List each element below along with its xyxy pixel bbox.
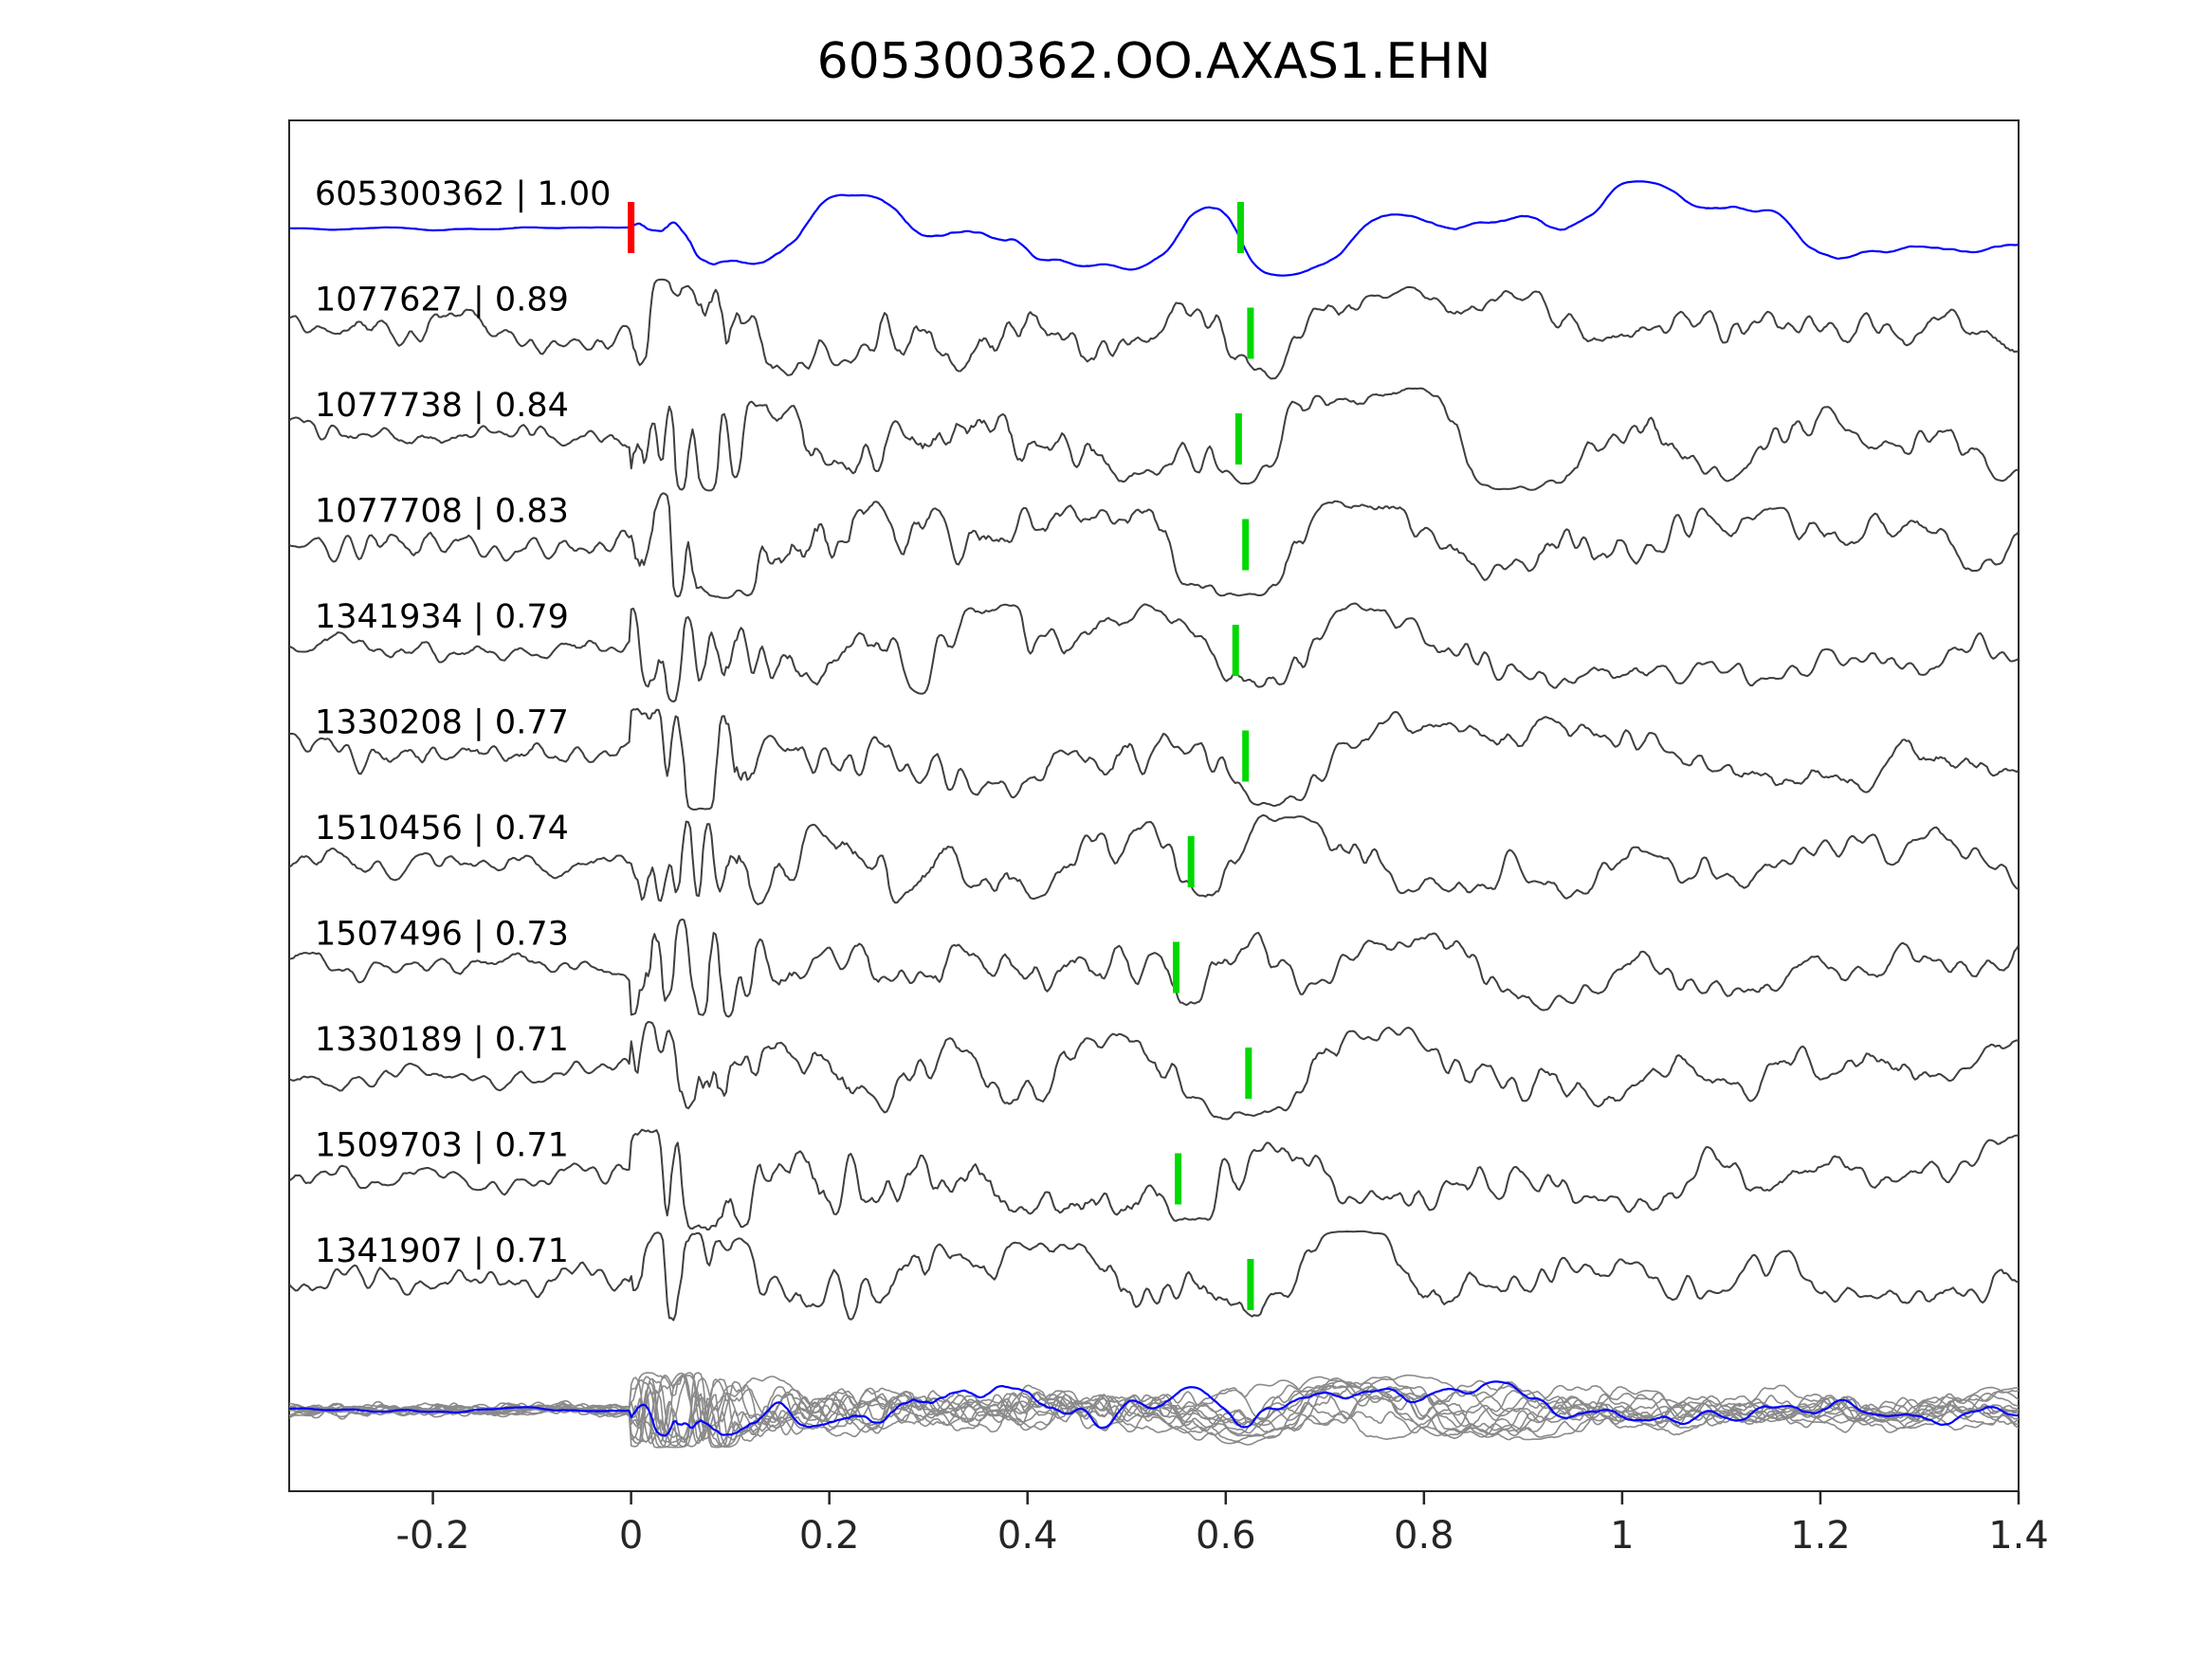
x-tick-label: 1.2 bbox=[1790, 1514, 1851, 1558]
pick-marker-green bbox=[1245, 1048, 1252, 1099]
waveform-trace-1077738 bbox=[289, 387, 2019, 492]
x-tick-label: 0 bbox=[619, 1514, 643, 1558]
pick-marker-green bbox=[1187, 836, 1195, 887]
trace-label: 1330189 | 0.71 bbox=[315, 1021, 569, 1059]
plot-border bbox=[288, 119, 2020, 1492]
x-tick-label: 0.8 bbox=[1394, 1514, 1454, 1558]
pick-marker-green bbox=[1234, 413, 1242, 465]
pick-marker-green bbox=[1173, 941, 1180, 994]
x-tick-label: 1.4 bbox=[1988, 1514, 2049, 1558]
trace-label: 1330208 | 0.77 bbox=[315, 704, 569, 742]
pick-marker-green bbox=[1232, 625, 1239, 676]
overlay-template-trace bbox=[289, 1380, 2019, 1437]
pick-marker-green bbox=[1247, 1259, 1254, 1310]
pick-marker-green bbox=[1175, 1153, 1182, 1205]
trace-label: 1509703 | 0.71 bbox=[315, 1127, 569, 1165]
waveform-trace-1077708 bbox=[289, 492, 2019, 599]
waveform-trace-1341907 bbox=[289, 1230, 2019, 1322]
trace-label: 1077627 | 0.89 bbox=[315, 282, 569, 319]
pick-marker-green bbox=[1242, 730, 1250, 782]
pick-marker-green bbox=[1247, 307, 1254, 359]
waveform-trace-1509703 bbox=[289, 1128, 2019, 1231]
trace-label: 1341934 | 0.79 bbox=[315, 598, 569, 636]
waveform-trace-1330208 bbox=[289, 707, 2019, 811]
trace-label: 1341907 | 0.71 bbox=[315, 1232, 569, 1270]
trace-label: 1507496 | 0.73 bbox=[315, 916, 569, 954]
waveform-trace-1510456 bbox=[289, 814, 2019, 905]
trace-label: 1510456 | 0.74 bbox=[315, 810, 569, 848]
pick-marker-green bbox=[1236, 202, 1244, 253]
x-tick-label: 0.4 bbox=[997, 1514, 1058, 1558]
waveform-trace-1341934 bbox=[289, 602, 2019, 703]
waveform-trace-1507496 bbox=[289, 918, 2019, 1018]
chart-title: 605300362.OO.AXAS1.EHN bbox=[817, 33, 1491, 90]
waveform-trace-1077627 bbox=[289, 278, 2019, 380]
trace-label: 605300362 | 1.00 bbox=[315, 175, 611, 213]
trace-label: 1077708 | 0.83 bbox=[315, 493, 569, 531]
trace-label: 1077738 | 0.84 bbox=[315, 387, 569, 425]
waveform-trace-1330189 bbox=[289, 1021, 2019, 1121]
pick-marker-red bbox=[628, 202, 635, 253]
waveform-trace-605300362 bbox=[289, 180, 2019, 277]
x-tick-label: 0.2 bbox=[799, 1514, 860, 1558]
x-tick-label: -0.2 bbox=[396, 1514, 470, 1558]
pick-marker-green bbox=[1242, 519, 1250, 571]
x-tick-label: 1 bbox=[1610, 1514, 1634, 1558]
x-tick-label: 0.6 bbox=[1196, 1514, 1256, 1558]
